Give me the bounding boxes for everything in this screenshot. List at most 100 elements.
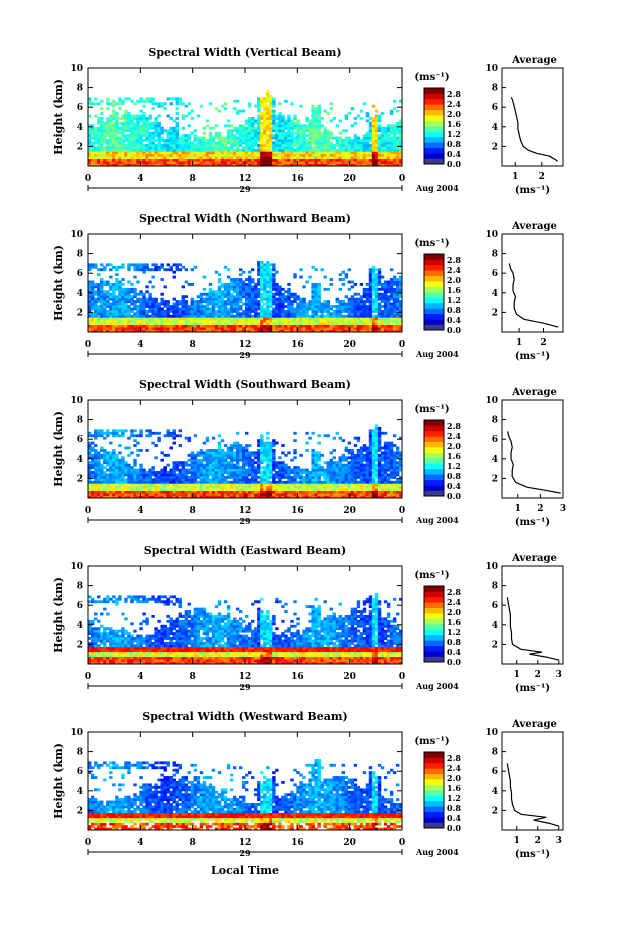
heatmap-cell [106, 317, 110, 321]
heatmap-cell [124, 429, 128, 433]
heatmap-cell [302, 324, 306, 328]
heatmap-cell [196, 161, 201, 164]
heatmap-cell [175, 139, 179, 142]
heatmap-cell [332, 143, 336, 147]
heatmap-cell [299, 317, 303, 321]
heatmap-cell [278, 287, 282, 291]
heatmap-cell [175, 143, 179, 147]
heatmap-cell [121, 151, 125, 155]
heatmap-cell [223, 327, 228, 330]
heatmap-cell [118, 117, 122, 120]
heatmap-cell [133, 290, 137, 294]
heatmap-cell [377, 114, 382, 118]
heatmap-cell [187, 453, 192, 457]
heatmap-cell [211, 156, 216, 160]
heatmap-cell [214, 327, 219, 330]
heatmap-cell [163, 488, 167, 492]
heatmap-cell [377, 283, 382, 286]
heatmap-cell [109, 478, 113, 482]
heatmap-cell [398, 146, 403, 150]
heatmap-cell [193, 129, 198, 133]
heatmap-cell [208, 151, 213, 155]
heatmap-cell [118, 305, 122, 308]
heatmap-cell [214, 490, 219, 494]
heatmap-cell [287, 324, 291, 328]
heatmap-cell [314, 109, 318, 113]
heatmap-cell [254, 329, 258, 333]
heatmap-cell [368, 161, 373, 164]
heatmap-cell [353, 327, 358, 330]
heatmap-cell [223, 453, 228, 457]
heatmap-cell [290, 309, 294, 313]
heatmap-cell [377, 317, 382, 321]
heatmap-cell [380, 285, 385, 289]
heatmap-cell [269, 104, 273, 108]
heatmap-cell [136, 153, 140, 157]
heatmap-cell [241, 163, 246, 167]
heatmap-cell [109, 161, 113, 164]
heatmap-cell [341, 327, 346, 330]
heatmap-cell [163, 327, 167, 330]
heatmap-cell [124, 117, 128, 120]
heatmap-cell [172, 480, 176, 484]
heatmap-cell [208, 317, 213, 321]
heatmap-cell [383, 314, 388, 318]
heatmap-cell [169, 153, 173, 157]
heatmap-cell [341, 283, 346, 286]
heatmap-cell [269, 268, 273, 272]
heatmap-cell [178, 495, 182, 499]
heatmap-cell [133, 139, 137, 142]
heatmap-cell [329, 324, 333, 328]
heatmap-cell [208, 322, 213, 326]
heatmap-cell [314, 161, 318, 164]
heatmap-cell [175, 475, 179, 479]
heatmap-cell [106, 327, 110, 330]
heatmap-cell [392, 141, 397, 145]
heatmap-cell [311, 287, 315, 291]
heatmap-cell [121, 283, 125, 286]
heatmap-cell [371, 148, 376, 152]
heatmap-cell [365, 136, 370, 140]
heatmap-cell [293, 292, 297, 296]
heatmap-cell [181, 146, 186, 150]
heatmap-cell [94, 136, 98, 140]
heatmap-cell [380, 319, 385, 323]
heatmap-cell [368, 129, 373, 133]
heatmap-cell [199, 163, 204, 167]
heatmap-cell [220, 461, 225, 465]
heatmap-cell [190, 468, 195, 472]
heatmap-cell [130, 153, 134, 157]
heatmap-cell [278, 163, 282, 167]
heatmap-cell [275, 283, 279, 286]
heatmap-cell [344, 141, 349, 145]
heatmap-cell [229, 495, 234, 499]
heatmap-cell [172, 493, 176, 496]
heatmap-cell [205, 295, 210, 299]
heatmap-cell [100, 141, 104, 145]
heatmap-cell [130, 329, 134, 333]
heatmap-cell [257, 314, 261, 318]
heatmap-cell [187, 139, 192, 142]
heatmap-cell [392, 297, 397, 301]
heatmap-cell [359, 153, 364, 157]
heatmap-cell [241, 136, 246, 140]
heatmap-cell [260, 104, 264, 108]
heatmap-cell [106, 129, 110, 133]
heatmap-cell [103, 480, 107, 484]
heatmap-cell [223, 290, 228, 294]
heatmap-cell [175, 307, 179, 311]
heatmap-cell [272, 148, 276, 152]
heatmap-cell [220, 302, 225, 306]
heatmap-cell [178, 139, 182, 142]
heatmap-cell [365, 146, 370, 150]
heatmap-cell [130, 143, 134, 147]
heatmap-cell [91, 307, 95, 311]
heatmap-cell [91, 295, 95, 299]
heatmap-cell [154, 485, 158, 489]
heatmap-cell [241, 458, 246, 462]
heatmap-cell [199, 475, 204, 479]
heatmap-cell [335, 141, 339, 145]
heatmap-cell [145, 119, 149, 123]
heatmap-cell [193, 148, 198, 152]
heatmap-cell [323, 158, 327, 162]
